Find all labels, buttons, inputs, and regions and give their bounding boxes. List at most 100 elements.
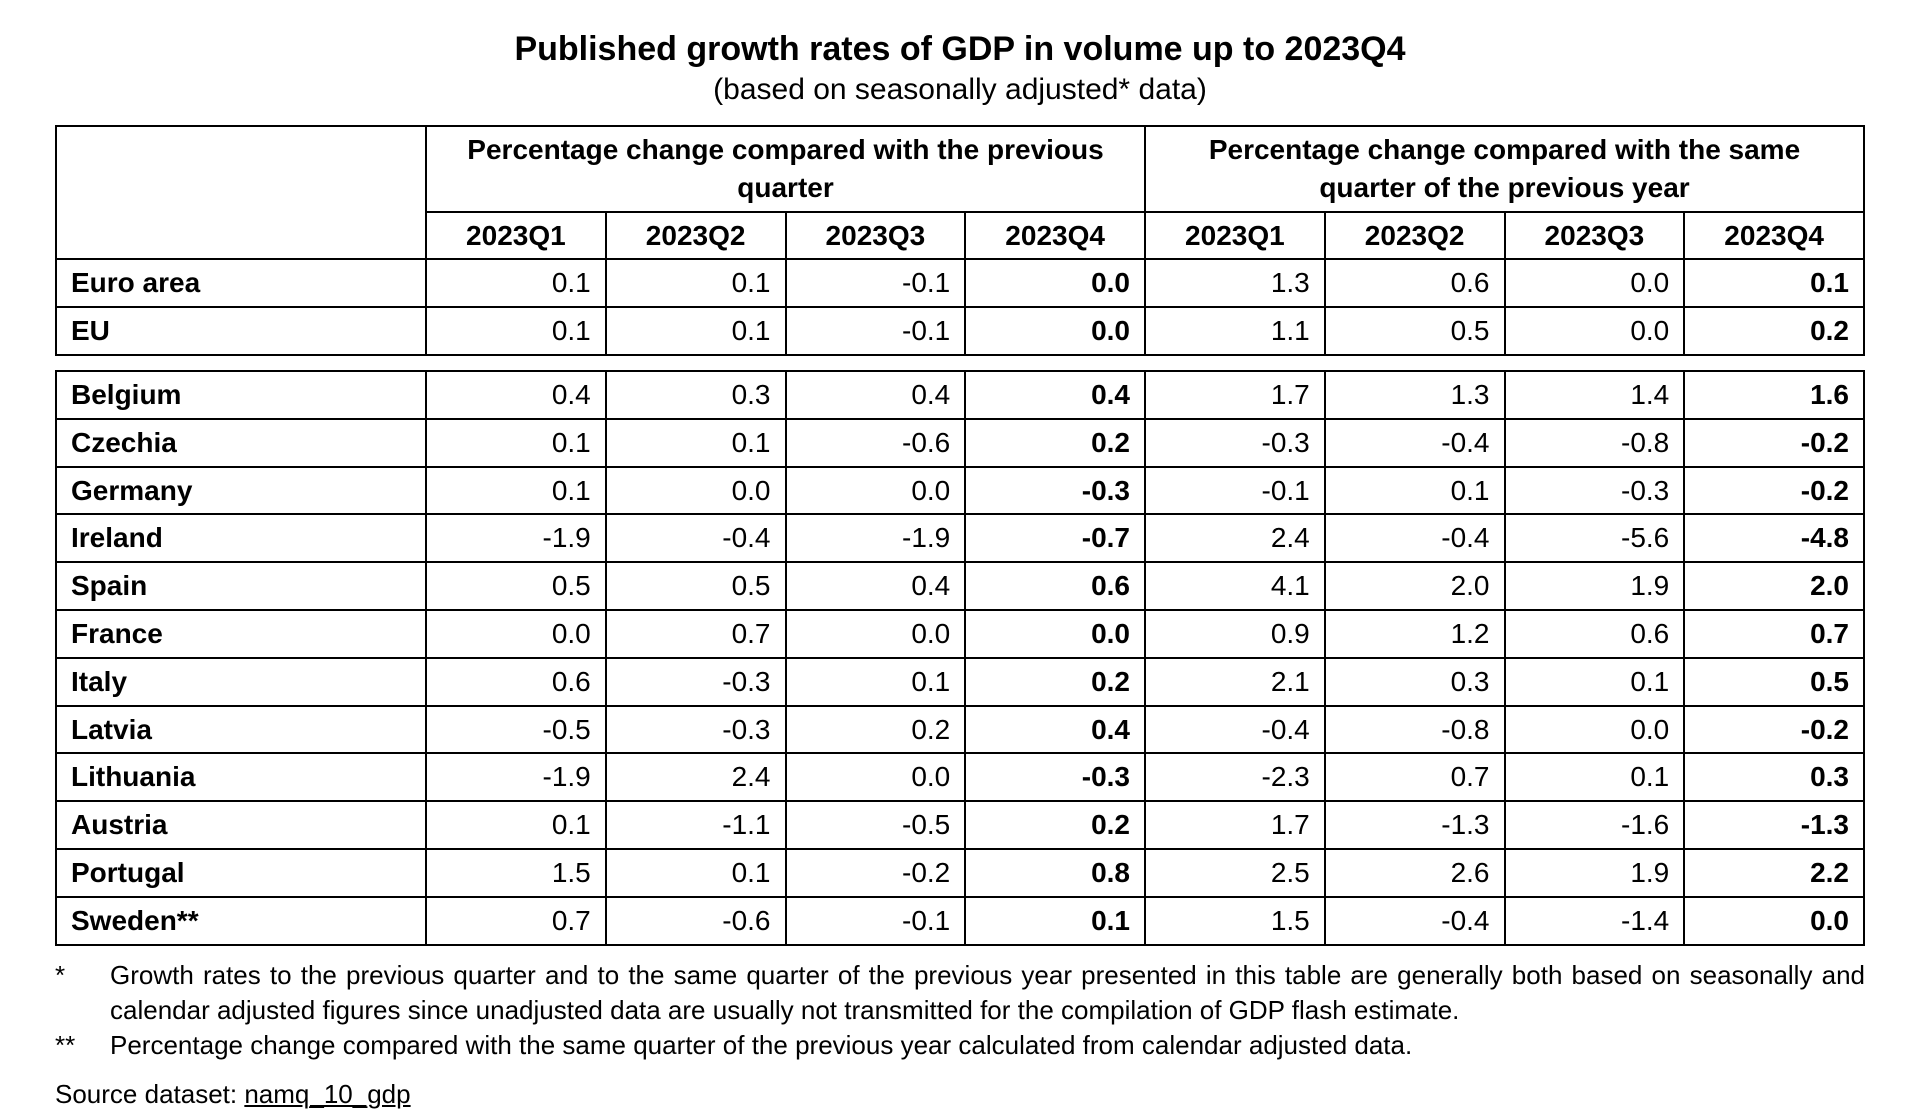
data-cell: -0.3 [606, 706, 786, 754]
footnote-2-text: Percentage change compared with the same… [110, 1028, 1865, 1063]
data-cell: 0.0 [606, 467, 786, 515]
page-title: Published growth rates of GDP in volume … [55, 30, 1865, 69]
table-row: Latvia-0.5-0.30.20.4-0.4-0.80.0-0.2 [56, 706, 1864, 754]
row-label: Latvia [56, 706, 426, 754]
data-cell: -0.8 [1325, 706, 1505, 754]
data-cell: 4.1 [1145, 562, 1325, 610]
footnote-2-mark: ** [55, 1028, 110, 1063]
header-period: 2023Q4 [965, 212, 1145, 260]
data-cell: 2.6 [1325, 849, 1505, 897]
data-cell: 0.1 [426, 419, 606, 467]
row-label: Germany [56, 467, 426, 515]
data-cell: 0.5 [1684, 658, 1864, 706]
data-cell: 0.3 [1325, 658, 1505, 706]
data-cell: 0.2 [965, 658, 1145, 706]
row-label: Portugal [56, 849, 426, 897]
data-cell: 2.2 [1684, 849, 1864, 897]
table-row: Spain0.50.50.40.64.12.01.92.0 [56, 562, 1864, 610]
data-cell: 0.6 [1325, 259, 1505, 307]
table-row: Lithuania-1.92.40.0-0.3-2.30.70.10.3 [56, 753, 1864, 801]
data-cell: 1.9 [1505, 849, 1685, 897]
data-cell: -1.4 [1505, 897, 1685, 945]
data-cell: 0.1 [1684, 259, 1864, 307]
row-label: Belgium [56, 371, 426, 419]
data-cell: 0.4 [426, 371, 606, 419]
data-cell: -0.3 [1505, 467, 1685, 515]
data-cell: 0.0 [1684, 897, 1864, 945]
data-cell: 0.7 [1684, 610, 1864, 658]
row-label: Czechia [56, 419, 426, 467]
data-cell: -0.4 [606, 514, 786, 562]
data-cell: 0.4 [786, 371, 966, 419]
data-cell: -1.9 [786, 514, 966, 562]
data-cell: 0.5 [606, 562, 786, 610]
data-cell: -4.8 [1684, 514, 1864, 562]
data-cell: 1.7 [1145, 371, 1325, 419]
row-label: Ireland [56, 514, 426, 562]
data-cell: -0.1 [786, 897, 966, 945]
data-cell: -0.3 [606, 658, 786, 706]
table-row: Italy0.6-0.30.10.22.10.30.10.5 [56, 658, 1864, 706]
data-cell: -1.6 [1505, 801, 1685, 849]
footnote-1: * Growth rates to the previous quarter a… [55, 958, 1865, 1028]
source-dataset-link[interactable]: namq_10_gdp [244, 1079, 410, 1109]
data-cell: 1.4 [1505, 371, 1685, 419]
data-cell: 0.1 [426, 467, 606, 515]
data-cell: 0.0 [786, 467, 966, 515]
row-label: Lithuania [56, 753, 426, 801]
data-cell: -1.9 [426, 753, 606, 801]
data-cell: 0.0 [786, 610, 966, 658]
row-label: France [56, 610, 426, 658]
data-cell: 0.1 [606, 259, 786, 307]
data-cell: -0.6 [606, 897, 786, 945]
gdp-table: Percentage change compared with the prev… [55, 125, 1865, 946]
data-cell: 2.4 [1145, 514, 1325, 562]
data-cell: 1.5 [426, 849, 606, 897]
data-cell: 0.4 [786, 562, 966, 610]
data-cell: -0.7 [965, 514, 1145, 562]
data-cell: 2.5 [1145, 849, 1325, 897]
data-cell: -2.3 [1145, 753, 1325, 801]
header-period: 2023Q3 [1505, 212, 1685, 260]
data-cell: 2.0 [1325, 562, 1505, 610]
data-cell: 1.7 [1145, 801, 1325, 849]
row-label: Euro area [56, 259, 426, 307]
data-cell: 0.6 [1505, 610, 1685, 658]
data-cell: 0.2 [786, 706, 966, 754]
table-row: Sweden**0.7-0.6-0.10.11.5-0.4-1.40.0 [56, 897, 1864, 945]
data-cell: 2.4 [606, 753, 786, 801]
data-cell: -0.6 [786, 419, 966, 467]
data-cell: 0.1 [1505, 658, 1685, 706]
data-cell: 1.6 [1684, 371, 1864, 419]
data-cell: 1.9 [1505, 562, 1685, 610]
data-cell: -0.3 [965, 753, 1145, 801]
data-cell: -1.3 [1684, 801, 1864, 849]
data-cell: 0.3 [606, 371, 786, 419]
data-cell: 0.9 [1145, 610, 1325, 658]
gdp-table-container: Percentage change compared with the prev… [55, 125, 1865, 946]
table-row: Czechia0.10.1-0.60.2-0.3-0.4-0.8-0.2 [56, 419, 1864, 467]
data-cell: -0.2 [786, 849, 966, 897]
data-cell: 0.0 [426, 610, 606, 658]
table-row: Ireland-1.9-0.4-1.9-0.72.4-0.4-5.6-4.8 [56, 514, 1864, 562]
data-cell: 0.3 [1684, 753, 1864, 801]
data-cell: 0.6 [965, 562, 1145, 610]
gdp-table-head: Percentage change compared with the prev… [56, 126, 1864, 259]
data-cell: 0.6 [426, 658, 606, 706]
data-cell: 0.0 [786, 753, 966, 801]
footnotes: * Growth rates to the previous quarter a… [55, 958, 1865, 1112]
data-cell: 0.1 [606, 419, 786, 467]
data-cell: 1.2 [1325, 610, 1505, 658]
row-label: EU [56, 307, 426, 355]
data-cell: -0.2 [1684, 467, 1864, 515]
data-cell: 0.7 [606, 610, 786, 658]
footnote-1-mark: * [55, 958, 110, 1028]
gdp-table-body: Euro area0.10.1-0.10.01.30.60.00.1EU0.10… [56, 259, 1864, 944]
data-cell: 0.5 [1325, 307, 1505, 355]
header-blank [56, 126, 426, 259]
data-cell: 0.4 [965, 706, 1145, 754]
header-period: 2023Q3 [786, 212, 966, 260]
data-cell: -0.4 [1145, 706, 1325, 754]
data-cell: 0.0 [965, 610, 1145, 658]
header-group-yoy: Percentage change compared with the same… [1145, 126, 1864, 212]
